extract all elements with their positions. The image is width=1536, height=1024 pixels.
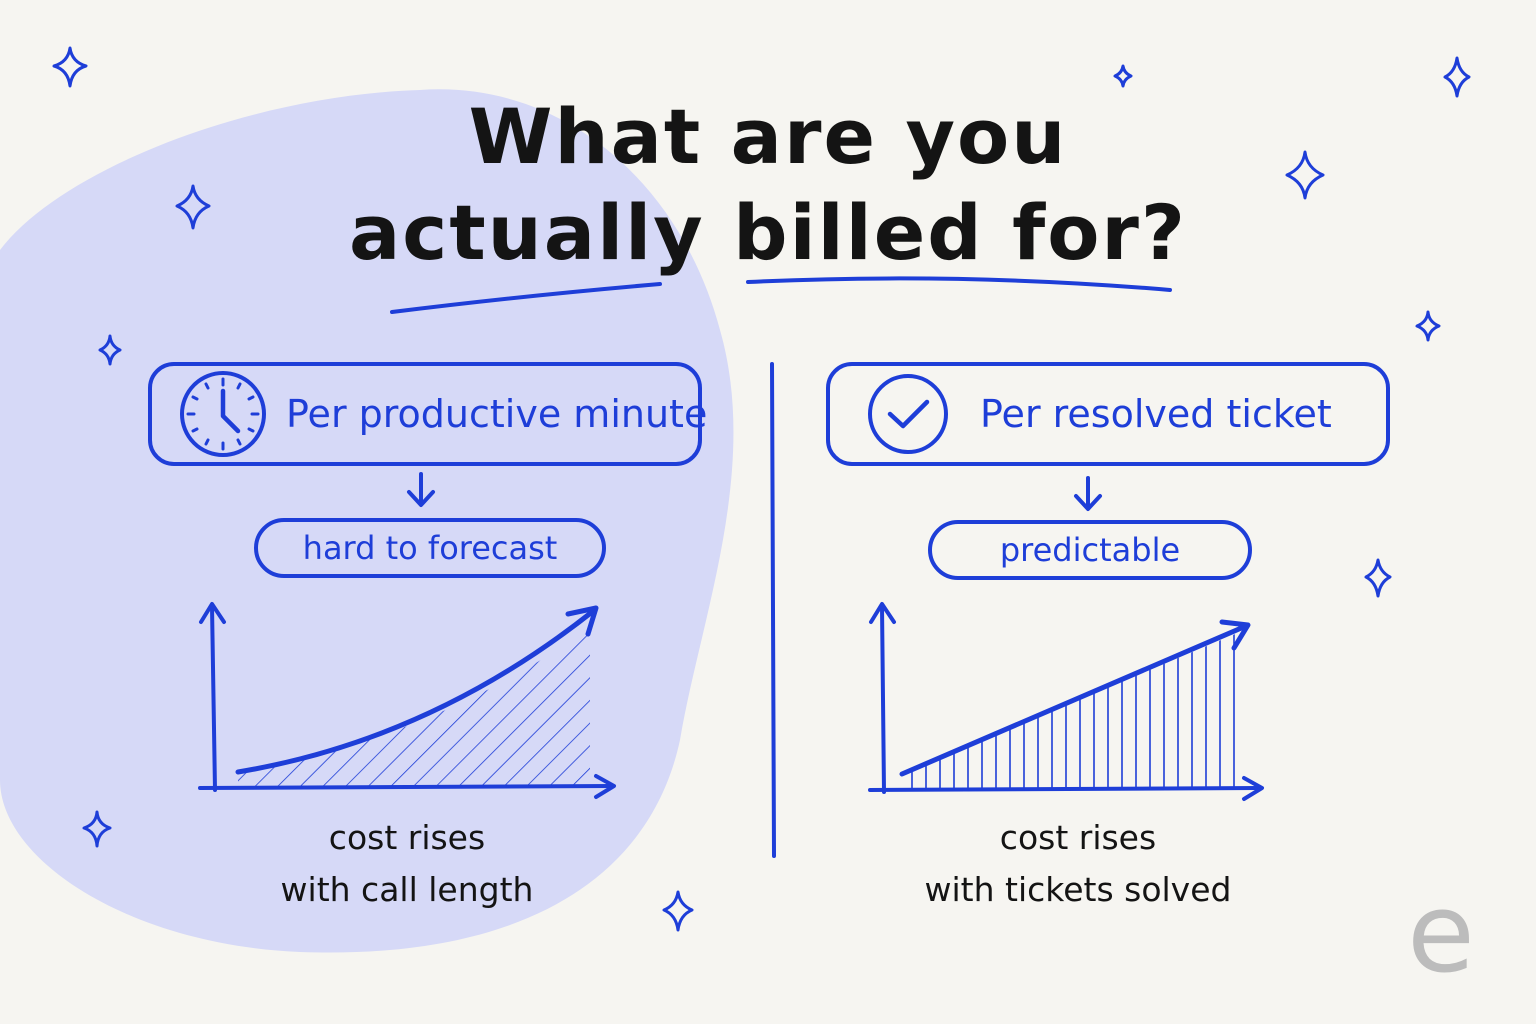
result-badge-predictable: predictable xyxy=(928,520,1252,580)
option-card-per-minute: Per productive minute xyxy=(148,362,707,466)
sparkle-icon xyxy=(1285,150,1325,200)
down-arrow-right xyxy=(1074,476,1102,511)
right-chart-area xyxy=(911,632,1235,788)
option-label-per-minute: Per productive minute xyxy=(286,392,708,436)
page-title-line-2: actually billed for? xyxy=(349,188,1187,277)
option-card-per-ticket: Per resolved ticket xyxy=(826,362,1390,466)
sparkle-icon xyxy=(1443,56,1471,98)
center-divider xyxy=(770,362,776,858)
title-underline-right xyxy=(746,276,1172,292)
clock-icon xyxy=(180,371,266,457)
left-chart-x-axis xyxy=(198,784,614,790)
right-chart-line xyxy=(899,623,1249,777)
sparkle-icon xyxy=(98,334,122,366)
sparkle-icon xyxy=(1113,64,1133,88)
left-chart-y-axis xyxy=(210,604,217,792)
left-caption-line-1: cost rises xyxy=(328,818,486,857)
result-badge-hard-to-forecast: hard to forecast xyxy=(254,518,606,578)
result-label-right: predictable xyxy=(999,531,1181,569)
right-chart-y-axis xyxy=(880,604,886,794)
sparkle-icon xyxy=(175,184,211,230)
title-underline-left xyxy=(390,282,662,314)
right-caption: cost rises with tickets solved xyxy=(878,812,1278,916)
left-caption: cost rises with call length xyxy=(212,812,602,916)
sparkle-icon xyxy=(662,890,694,932)
right-caption-line-1: cost rises xyxy=(999,818,1157,857)
logo-letter: e xyxy=(1407,869,1475,997)
sparkle-icon xyxy=(82,810,112,848)
option-label-per-ticket: Per resolved ticket xyxy=(980,392,1332,436)
sparkle-icon xyxy=(1364,558,1392,598)
left-caption-line-2: with call length xyxy=(280,870,534,909)
result-label-left: hard to forecast xyxy=(302,529,558,567)
check-circle-icon xyxy=(868,374,948,454)
page-title-line-1: What are you xyxy=(468,92,1068,181)
right-caption-line-2: with tickets solved xyxy=(924,870,1232,909)
right-chart-x-axis xyxy=(868,786,1262,792)
left-chart xyxy=(198,602,616,799)
left-chart-area xyxy=(238,628,590,786)
down-arrow-left xyxy=(407,472,435,507)
sparkle-icon xyxy=(52,46,88,88)
left-chart-curve xyxy=(235,609,595,775)
right-chart xyxy=(868,602,1264,801)
sparkle-icon xyxy=(1415,310,1441,342)
